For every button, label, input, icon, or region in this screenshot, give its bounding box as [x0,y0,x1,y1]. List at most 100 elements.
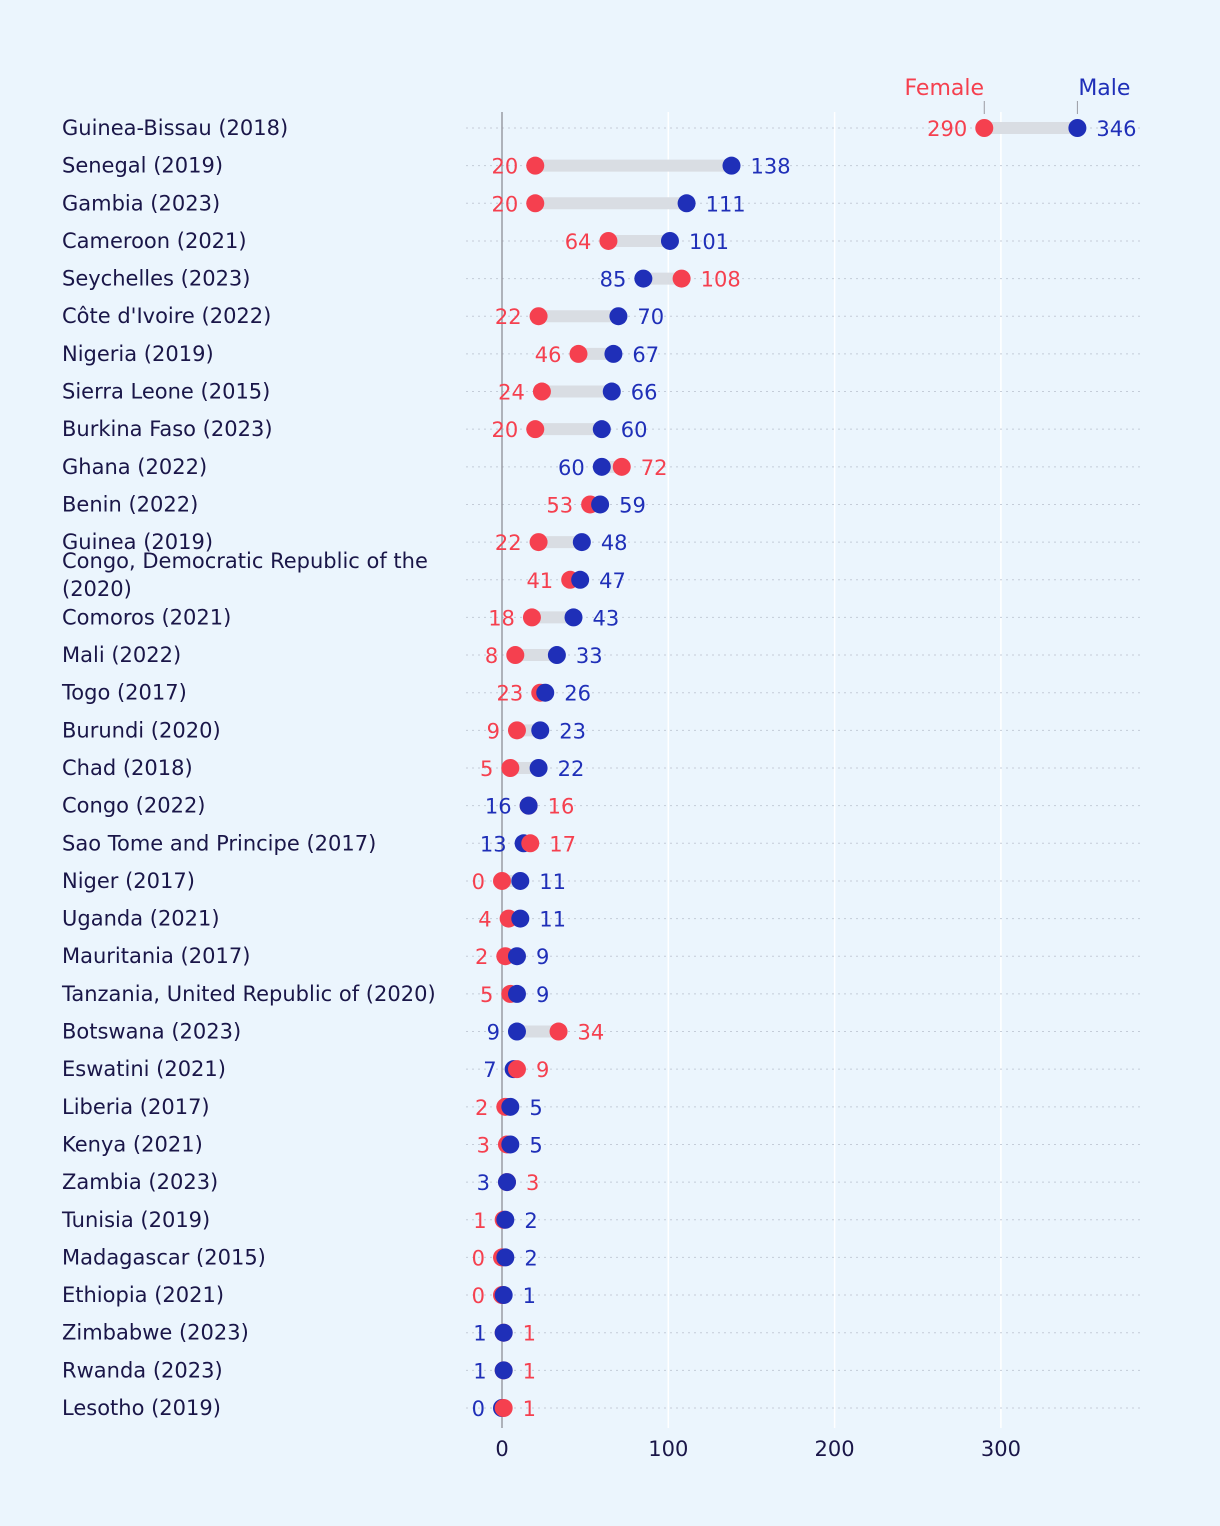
male-value-label: 70 [637,305,664,329]
male-point [547,646,566,665]
female-value-label: 1 [523,1359,536,1383]
female-value-label: 22 [495,531,522,555]
male-value-label: 5 [529,1133,542,1157]
male-point [494,1361,513,1380]
category-label: Lesotho (2019) [62,1396,221,1420]
male-value-label: 33 [576,644,603,668]
male-value-label: 5 [529,1096,542,1120]
female-value-label: 23 [497,682,524,706]
category-label: Togo (2017) [61,681,187,705]
male-point [494,1286,513,1305]
male-point [496,1210,515,1229]
female-value-label: 1 [473,1209,486,1233]
category-label: Zambia (2023) [62,1170,218,1194]
female-point [526,194,545,213]
grid-layer [466,112,1140,1428]
female-value-label: 290 [927,117,967,141]
female-value-label: 20 [492,418,519,442]
female-point [975,119,994,137]
female-value-label: 72 [641,456,668,480]
female-value-label: 0 [472,1246,485,1270]
female-value-label: 1 [523,1397,536,1421]
female-value-label: 64 [565,230,592,254]
female-value-label: 22 [495,305,522,329]
female-point [599,231,618,250]
male-point [591,495,610,514]
male-point [592,420,611,439]
male-point [677,194,696,213]
female-point [526,156,545,175]
female-value-label: 0 [472,1284,485,1308]
female-point [672,269,691,288]
female-value-label: 1 [523,1322,536,1346]
female-value-label: 2 [475,945,488,969]
male-point [572,533,591,552]
category-label: Côte d'Ivoire (2022) [62,304,271,328]
category-label: Gambia (2023) [62,191,220,215]
male-value-label: 9 [487,1021,500,1045]
male-point [660,231,679,250]
category-label: Madagascar (2015) [62,1245,266,1269]
male-value-label: 23 [559,719,586,743]
male-point [497,1173,516,1192]
male-value-label: 59 [619,493,646,517]
category-label: Comoros (2021) [62,605,231,629]
male-value-label: 11 [539,870,566,894]
category-label: Burkina Faso (2023) [62,417,273,441]
male-point [507,984,526,1003]
female-point [507,1060,526,1079]
category-label: Eswatini (2021) [62,1057,226,1081]
female-point [549,1022,568,1041]
category-label: Kenya (2021) [62,1132,203,1156]
category-label: Ghana (2022) [62,455,207,479]
male-value-label: 138 [750,155,790,179]
male-point [519,796,538,815]
female-point [612,457,631,476]
category-label: Sierra Leone (2015) [62,380,270,404]
female-value-label: 16 [548,795,575,819]
x-tick-label: 300 [981,1437,1021,1461]
male-point [1068,119,1087,137]
female-point [522,608,541,627]
female-value-label: 20 [492,192,519,216]
category-label: Niger (2017) [62,869,195,893]
male-point [592,457,611,476]
male-value-label: 9 [536,983,549,1007]
category-label: Chad (2018) [62,756,193,780]
male-point [604,344,623,363]
male-point [511,871,530,890]
male-value-label: 85 [600,268,627,292]
category-label: Cameroon (2021) [62,229,247,253]
legend: Female Male [904,76,1130,114]
male-point [536,683,555,702]
male-point [564,608,583,627]
male-value-label: 66 [631,381,658,405]
category-label: Ethiopia (2021) [62,1283,224,1307]
female-value-label: 9 [536,1058,549,1082]
female-value-label: 17 [549,832,576,856]
male-value-label: 111 [706,192,746,216]
category-label: Benin (2022) [62,492,198,516]
male-point [496,1248,515,1267]
category-label: Botswana (2023) [62,1020,241,1044]
male-point [529,759,548,777]
data-points [493,119,1087,1417]
female-value-label: 34 [578,1021,605,1045]
female-value-label: 5 [480,757,493,781]
female-value-label: 108 [701,268,741,292]
male-value-label: 1 [473,1359,486,1383]
male-value-label: 1 [473,1322,486,1346]
male-value-label: 26 [564,682,591,706]
category-label: Zimbabwe (2023) [62,1321,249,1345]
male-value-label: 3 [477,1171,490,1195]
male-point [531,721,550,740]
female-value-label: 9 [487,719,500,743]
male-point [494,1323,513,1342]
category-label: Guinea-Bissau (2018) [62,116,288,140]
female-value-label: 5 [480,983,493,1007]
male-point [511,909,530,928]
male-value-label: 9 [536,945,549,969]
female-point [494,1399,513,1417]
